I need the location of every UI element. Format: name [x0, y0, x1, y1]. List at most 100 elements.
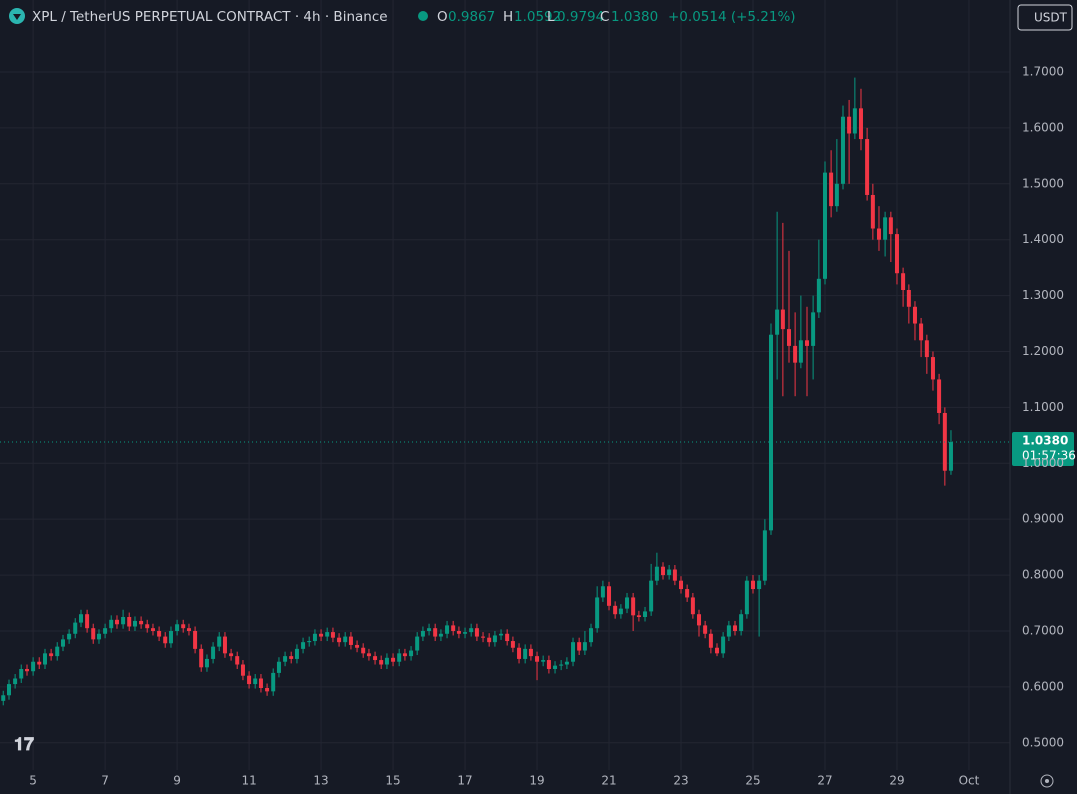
- candle-body: [1, 695, 6, 701]
- candle-body: [553, 665, 558, 669]
- candle-body: [739, 614, 744, 631]
- candle-body: [804, 340, 809, 346]
- candle-body: [348, 636, 353, 645]
- candle-body: [793, 345, 798, 363]
- candle-body: [469, 628, 474, 633]
- candle-body: [168, 630, 173, 644]
- candle-body: [13, 678, 18, 685]
- currency-button[interactable]: [1017, 4, 1073, 31]
- candle-body: [912, 306, 917, 324]
- candle-body: [618, 608, 623, 615]
- candle-body: [762, 530, 767, 581]
- candle-body: [589, 628, 594, 643]
- candle-body: [822, 172, 827, 279]
- y-tick-label: 1.6000: [1022, 120, 1064, 134]
- candle-body: [930, 357, 935, 380]
- candle-body: [528, 648, 533, 657]
- candle-body: [319, 633, 324, 637]
- candle-body: [355, 644, 360, 648]
- x-tick-label: 25: [745, 774, 760, 788]
- candle-body: [768, 334, 773, 531]
- candle-body: [487, 637, 492, 643]
- candle-body: [307, 641, 312, 643]
- candle-body: [474, 628, 479, 637]
- candle-body: [834, 183, 839, 207]
- candle-body: [937, 379, 942, 413]
- settings-icon-center[interactable]: [1045, 779, 1049, 783]
- candle-body: [577, 642, 582, 651]
- y-tick-label: 1.1000: [1022, 400, 1064, 414]
- ohlc-value: 0.9794: [557, 9, 604, 25]
- candle-body: [6, 684, 11, 696]
- currency-label[interactable]: USDT: [1034, 11, 1068, 25]
- candle-body: [919, 323, 924, 341]
- chart-title: XPL / TetherUS PERPETUAL CONTRACT · 4h ·…: [32, 9, 388, 25]
- candle-body: [901, 273, 906, 291]
- candle-body: [247, 675, 252, 685]
- ohlc-label: L: [547, 9, 555, 25]
- candle-body: [613, 605, 618, 615]
- candle-body: [127, 617, 132, 627]
- y-tick-label: 1.5000: [1022, 176, 1064, 190]
- grid: [0, 0, 1010, 770]
- settings-icon[interactable]: [1040, 774, 1054, 788]
- candle-body: [798, 340, 803, 363]
- candle-body: [193, 630, 198, 649]
- x-tick-label: 7: [101, 774, 109, 788]
- candle-body: [510, 641, 515, 648]
- candle-body: [49, 653, 54, 657]
- candle-body: [517, 647, 522, 659]
- candle-body: [55, 646, 60, 657]
- candle-body: [571, 642, 576, 662]
- candle-body: [564, 661, 569, 665]
- y-tick-label: 1.2000: [1022, 344, 1064, 358]
- candle-body: [186, 628, 191, 631]
- candle-body: [163, 636, 168, 644]
- candle-body: [721, 636, 726, 654]
- candle-body: [607, 586, 612, 606]
- candle-body: [948, 442, 953, 471]
- candle-body: [654, 566, 659, 581]
- candle-body: [744, 580, 749, 615]
- y-tick-label: 0.6000: [1022, 679, 1064, 693]
- candle-body: [60, 639, 65, 647]
- candle-body: [775, 309, 780, 335]
- candle-body: [870, 194, 875, 229]
- candle-body: [139, 620, 144, 625]
- candle-body: [240, 664, 245, 676]
- candle-body: [733, 625, 738, 631]
- candle-body: [114, 619, 119, 625]
- candle-body: [24, 668, 29, 672]
- candle-body: [876, 228, 881, 240]
- candle-body: [175, 624, 180, 631]
- candle-body: [906, 290, 911, 307]
- x-tick-label: 5: [29, 774, 37, 788]
- candle-body: [582, 642, 587, 651]
- candle-body: [301, 642, 306, 649]
- ohlc-label: C: [600, 9, 609, 25]
- candle-body: [204, 658, 209, 668]
- candle-body: [715, 647, 720, 654]
- x-tick-label: 15: [385, 774, 400, 788]
- candle-body: [661, 566, 666, 576]
- candle-body: [451, 625, 456, 631]
- candle-body: [649, 580, 654, 612]
- candle-body: [829, 172, 834, 207]
- candle-body: [150, 628, 155, 631]
- y-tick-label: 1.4000: [1022, 232, 1064, 246]
- candle-body: [559, 664, 564, 666]
- candle-body: [258, 678, 263, 688]
- candle-body: [667, 569, 672, 576]
- candle-body: [505, 633, 510, 642]
- candle-body: [37, 661, 42, 665]
- candle-body: [109, 619, 114, 629]
- candle-body: [42, 653, 47, 665]
- candle-body: [595, 597, 600, 629]
- candle-body: [121, 617, 126, 625]
- candle-body: [840, 116, 845, 184]
- candle-body: [600, 586, 605, 598]
- candle-body: [894, 234, 899, 274]
- candle-body: [697, 614, 702, 626]
